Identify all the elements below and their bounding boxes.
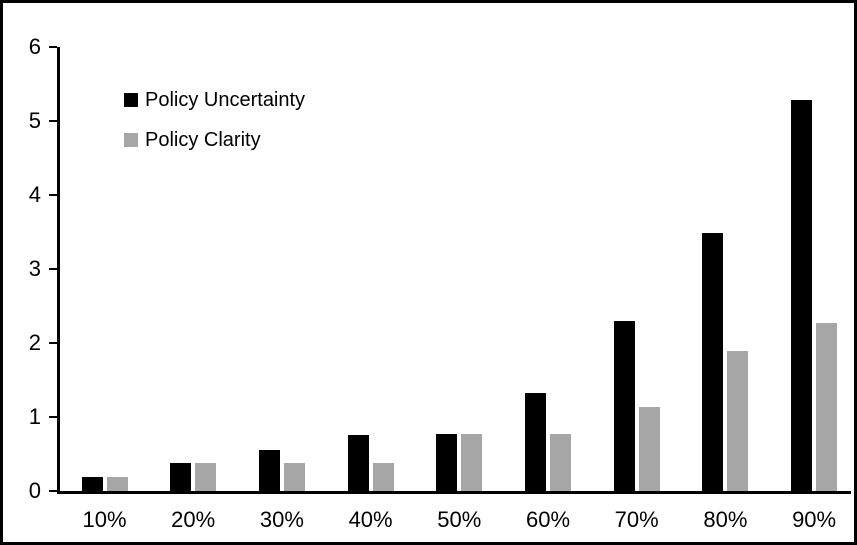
x-axis-tick-label: 30% xyxy=(259,507,304,532)
bar xyxy=(613,321,635,491)
bar xyxy=(638,407,660,491)
legend-swatch-policy-clarity xyxy=(124,133,138,147)
legend-label-policy-clarity: Policy Clarity xyxy=(145,128,261,151)
bar xyxy=(436,434,458,491)
y-axis-tick-label: 5 xyxy=(28,108,41,133)
bar xyxy=(81,477,103,491)
bar xyxy=(258,450,280,491)
y-axis-tick-label: 3 xyxy=(28,256,41,281)
bar xyxy=(550,434,571,491)
bar xyxy=(791,100,813,491)
y-axis-tick-label: 0 xyxy=(28,478,41,503)
x-axis-tick-label: 90% xyxy=(792,507,837,532)
legend-item-policy-clarity: Policy Clarity xyxy=(124,128,305,151)
y-axis-tick-label: 6 xyxy=(28,34,41,59)
x-axis-tick-label: 20% xyxy=(171,507,216,532)
bar xyxy=(283,463,305,491)
legend-item-policy-uncertainty: Policy Uncertainty xyxy=(124,88,306,111)
y-axis-tick xyxy=(49,342,57,344)
x-axis-tick-label: 40% xyxy=(348,507,393,532)
bar xyxy=(170,463,192,491)
bar xyxy=(525,393,546,491)
plot-area xyxy=(57,47,851,494)
y-axis-tick xyxy=(49,416,57,418)
legend-swatch-policy-uncertainty xyxy=(124,93,138,107)
y-axis-tick-label: 4 xyxy=(28,182,41,207)
bar xyxy=(702,233,724,491)
x-axis-tick-label: 60% xyxy=(525,507,571,532)
y-axis-tick-label: 2 xyxy=(28,330,41,355)
bar xyxy=(816,323,838,491)
x-axis-tick-label: 80% xyxy=(703,507,748,532)
bar xyxy=(461,434,483,491)
x-axis-tick-label: 70% xyxy=(614,507,659,532)
x-axis-tick-label: 10% xyxy=(82,507,127,532)
bar xyxy=(727,351,749,491)
bar xyxy=(106,477,128,491)
legend: Policy Uncertainty Policy Clarity xyxy=(124,88,306,171)
y-axis-tick-label: 1 xyxy=(28,404,41,429)
x-axis-tick-label: 50% xyxy=(437,507,482,532)
bar xyxy=(372,463,394,491)
legend-label-policy-uncertainty: Policy Uncertainty xyxy=(145,88,306,111)
bar xyxy=(347,435,369,491)
y-axis-tick xyxy=(49,268,57,270)
y-axis-tick xyxy=(49,194,57,196)
bar xyxy=(195,463,217,491)
y-axis-tick xyxy=(49,490,57,492)
y-axis-tick xyxy=(49,46,57,48)
y-axis-tick xyxy=(49,120,57,122)
